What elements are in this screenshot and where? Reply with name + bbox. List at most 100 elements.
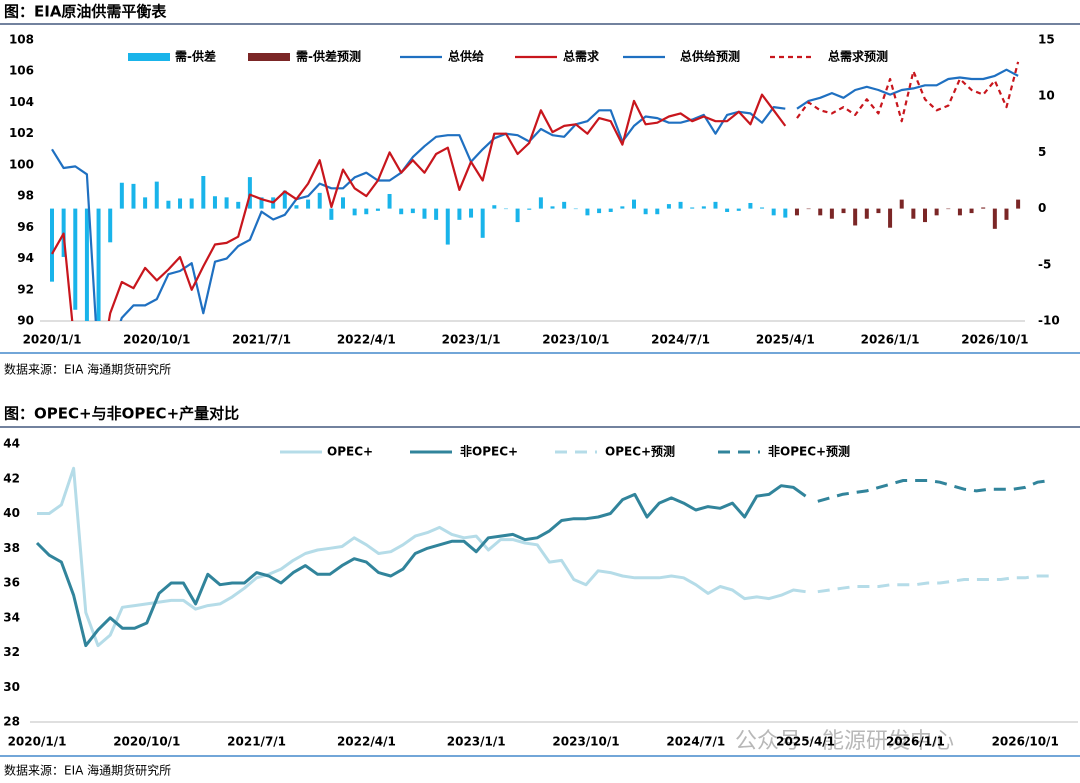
bar — [236, 201, 241, 209]
bar — [352, 208, 357, 216]
x-tick-label: 2022/4/1 — [337, 735, 396, 749]
bar — [643, 208, 648, 215]
bar — [282, 190, 287, 209]
legend-label: 总需求预测 — [828, 49, 888, 64]
bar — [201, 176, 206, 209]
line-series — [35, 484, 807, 648]
bar — [434, 208, 439, 220]
bar — [457, 208, 462, 220]
bar — [562, 201, 567, 209]
bar — [329, 208, 334, 220]
bar — [818, 208, 823, 216]
legend-swatch — [128, 53, 170, 61]
bar — [131, 183, 136, 209]
line-series — [796, 61, 1020, 123]
bar — [829, 208, 834, 219]
bar — [387, 193, 392, 209]
bar — [212, 196, 217, 209]
bar — [189, 198, 194, 209]
x-tick-label: 2023/10/1 — [552, 735, 619, 749]
x-tick-label: 2020/1/1 — [23, 333, 82, 347]
watermark: 公众号 · 能源研发中心 — [735, 729, 954, 754]
bar — [934, 208, 939, 216]
x-tick-label: 2026/1/1 — [861, 333, 920, 347]
y-tick-label: 100 — [9, 157, 34, 171]
y-tick-label: 108 — [9, 33, 34, 47]
bar — [923, 208, 927, 223]
plot-area — [35, 466, 1050, 648]
bar — [806, 208, 811, 210]
bar — [864, 208, 869, 219]
y2-tick-label: 15 — [1038, 33, 1055, 47]
bar — [690, 207, 695, 209]
y-tick-label: 106 — [9, 64, 34, 78]
y-tick-label: 32 — [3, 645, 20, 659]
bar — [981, 207, 986, 209]
bar — [585, 208, 590, 216]
y-tick-label: 96 — [17, 220, 34, 234]
bar — [108, 208, 113, 243]
legend-label: OPEC+预测 — [605, 444, 675, 459]
bar — [725, 208, 730, 212]
line-series — [37, 466, 806, 648]
legend-label: 总需求 — [563, 49, 600, 64]
bar — [96, 208, 101, 321]
bar — [911, 208, 916, 219]
bar — [84, 208, 89, 321]
bar — [154, 181, 159, 209]
bar — [247, 177, 252, 209]
x-tick-label: 2026/10/1 — [961, 333, 1028, 347]
bar — [1016, 199, 1021, 209]
x-tick-label: 2024/7/1 — [666, 735, 725, 749]
y2-tick-label: 5 — [1038, 145, 1046, 159]
legend-label: 总供给预测 — [680, 49, 740, 64]
bar — [1004, 208, 1009, 220]
bar — [760, 207, 765, 209]
bar — [492, 205, 497, 209]
y-tick-label: 44 — [3, 437, 20, 451]
bar — [620, 206, 625, 209]
bar — [957, 208, 962, 216]
legend-label: 需-供差预测 — [296, 49, 361, 64]
bar — [597, 208, 602, 214]
bar — [550, 206, 555, 209]
x-tick-label: 2026/1/1 — [886, 735, 945, 749]
bar — [341, 197, 345, 209]
y2-tick-label: 0 — [1038, 201, 1046, 215]
chart-title: 图：OPEC+与非OPEC+产量对比 — [4, 405, 239, 423]
bar — [294, 205, 299, 209]
legend-swatch — [248, 53, 290, 61]
bar — [422, 208, 427, 219]
bar — [608, 208, 613, 212]
source-note: 数据来源：EIA 海通期货研究所 — [4, 362, 171, 377]
bar — [783, 208, 788, 218]
y-tick-label: 90 — [17, 314, 34, 328]
bar — [794, 208, 799, 216]
bar — [306, 199, 311, 209]
legend-label: 非OPEC+ — [460, 444, 518, 459]
bar — [771, 208, 776, 216]
bar — [503, 208, 508, 210]
bar — [410, 208, 415, 214]
line-series — [51, 93, 787, 321]
line-series — [796, 68, 1019, 110]
y-tick-label: 30 — [3, 680, 20, 694]
y-tick-label: 42 — [3, 471, 20, 485]
bar — [632, 199, 636, 209]
bar — [853, 208, 858, 226]
y-tick-label: 34 — [3, 610, 20, 624]
bar — [701, 206, 706, 209]
x-tick-label: 2023/1/1 — [447, 735, 506, 749]
bar — [364, 208, 369, 215]
plot-area — [50, 61, 1021, 321]
y-tick-label: 92 — [17, 282, 34, 296]
bar — [713, 201, 718, 209]
x-tick-label: 2025/4/1 — [756, 333, 815, 347]
line-series — [51, 106, 786, 321]
bar — [527, 208, 532, 210]
x-tick-label: 2021/7/1 — [227, 735, 286, 749]
x-tick-label: 2020/10/1 — [123, 333, 190, 347]
bar — [899, 199, 904, 209]
bar — [119, 182, 124, 209]
